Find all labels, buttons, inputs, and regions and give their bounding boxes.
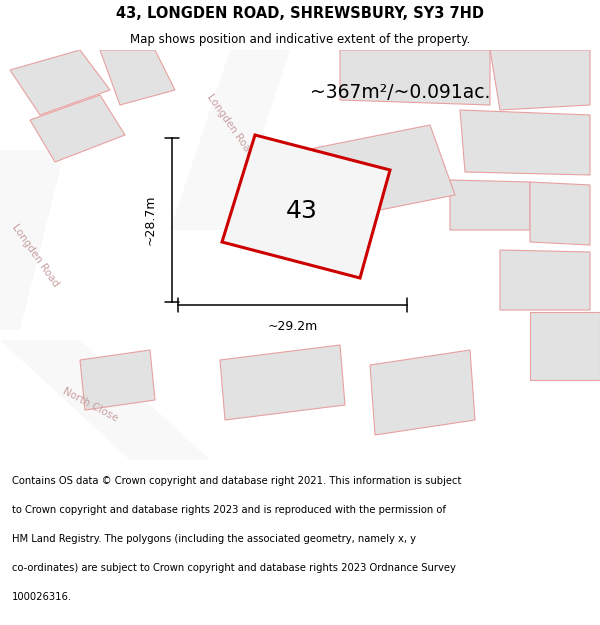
Text: ~28.7m: ~28.7m [143,195,157,245]
Polygon shape [530,312,600,380]
Polygon shape [170,50,290,230]
Text: ~367m²/~0.091ac.: ~367m²/~0.091ac. [310,82,490,101]
Text: 43: 43 [286,199,317,223]
Polygon shape [80,350,155,410]
Polygon shape [0,150,65,330]
Text: Longden Road: Longden Road [10,222,61,288]
Text: 43, LONGDEN ROAD, SHREWSBURY, SY3 7HD: 43, LONGDEN ROAD, SHREWSBURY, SY3 7HD [116,6,484,21]
Polygon shape [100,50,175,105]
Polygon shape [0,340,210,460]
Text: ~29.2m: ~29.2m [268,321,317,334]
Polygon shape [305,125,455,220]
Polygon shape [460,110,590,175]
Polygon shape [370,350,475,435]
Polygon shape [490,50,590,110]
Polygon shape [530,182,590,245]
Polygon shape [10,50,110,115]
Text: North Close: North Close [61,386,119,424]
Text: Contains OS data © Crown copyright and database right 2021. This information is : Contains OS data © Crown copyright and d… [12,476,461,486]
Text: 100026316.: 100026316. [12,592,72,602]
Polygon shape [340,50,490,105]
Text: Longden Road: Longden Road [205,92,256,158]
Polygon shape [220,345,345,420]
Polygon shape [450,180,530,230]
Polygon shape [30,95,125,162]
Text: Map shows position and indicative extent of the property.: Map shows position and indicative extent… [130,32,470,46]
Polygon shape [500,250,590,310]
Text: co-ordinates) are subject to Crown copyright and database rights 2023 Ordnance S: co-ordinates) are subject to Crown copyr… [12,563,456,573]
Text: to Crown copyright and database rights 2023 and is reproduced with the permissio: to Crown copyright and database rights 2… [12,506,446,516]
Text: HM Land Registry. The polygons (including the associated geometry, namely x, y: HM Land Registry. The polygons (includin… [12,534,416,544]
Polygon shape [222,135,390,278]
